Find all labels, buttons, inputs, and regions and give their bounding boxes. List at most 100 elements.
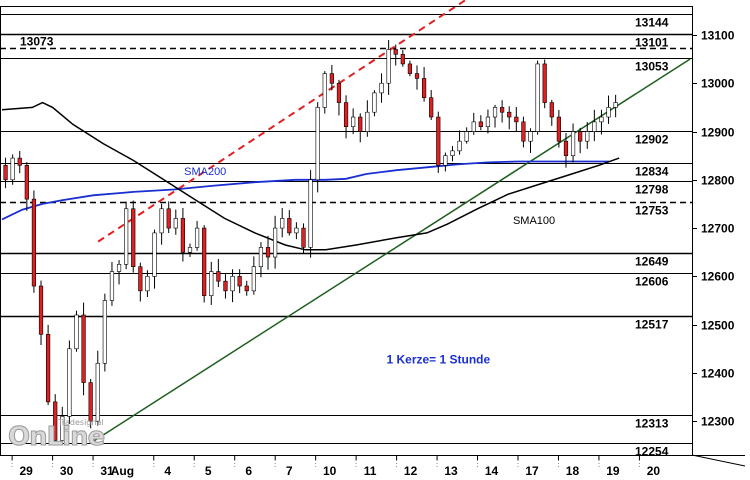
candle xyxy=(88,378,93,429)
y-tick-label: 13000 xyxy=(701,77,735,91)
candle xyxy=(343,95,349,139)
candle-body xyxy=(372,92,377,113)
candle xyxy=(592,109,597,142)
candle-body xyxy=(202,227,207,296)
candle xyxy=(3,157,8,189)
candle xyxy=(294,222,299,240)
candle xyxy=(443,152,448,172)
level-label: 12902 xyxy=(635,133,669,147)
candle-body xyxy=(613,102,618,108)
candle xyxy=(329,64,334,91)
candle xyxy=(542,59,547,109)
candle xyxy=(372,90,377,117)
candle-body xyxy=(145,276,150,292)
candle xyxy=(407,60,413,77)
candle xyxy=(109,261,115,306)
candle-body xyxy=(322,73,327,108)
candle xyxy=(528,128,533,153)
candle-body xyxy=(88,382,93,422)
sma200-line xyxy=(1,160,610,221)
candle-body xyxy=(46,334,51,403)
level-label: 12517 xyxy=(635,318,669,332)
candle-body xyxy=(209,271,214,296)
candle xyxy=(556,109,561,148)
candle-body xyxy=(244,285,249,292)
candle-body xyxy=(223,280,228,292)
candle-body xyxy=(521,121,526,142)
candle-body xyxy=(273,227,278,258)
candle-body xyxy=(585,131,590,142)
x-tick-label: 13 xyxy=(444,464,458,478)
candle xyxy=(599,109,604,135)
candle-body xyxy=(528,131,533,142)
candle xyxy=(131,200,136,273)
candle-body xyxy=(365,111,370,132)
candle xyxy=(67,340,72,424)
candle-body xyxy=(379,82,384,94)
candle-body xyxy=(294,227,299,234)
x-tick-label: 6 xyxy=(245,464,252,478)
candle-body xyxy=(24,165,29,200)
y-tick-label: 12600 xyxy=(701,270,735,284)
candle-body xyxy=(336,82,342,103)
candle-body xyxy=(542,63,547,103)
candle-body xyxy=(485,116,491,127)
candle xyxy=(24,162,29,211)
sma100-line xyxy=(1,101,620,251)
candle-body xyxy=(492,107,498,118)
chart-frame xyxy=(0,6,746,467)
tradesignal-logo: Tradesignal OnLine xyxy=(7,418,105,453)
candle-body xyxy=(131,208,136,268)
candle-body xyxy=(287,218,292,234)
candle xyxy=(549,99,554,126)
candle-body xyxy=(315,107,320,181)
candle xyxy=(237,269,242,294)
candle xyxy=(173,209,178,235)
candle-body xyxy=(563,140,569,156)
indicator-lines xyxy=(1,0,691,443)
level-label: 12753 xyxy=(635,204,669,218)
candle xyxy=(152,229,157,289)
candle xyxy=(273,215,278,269)
candle xyxy=(95,350,100,426)
candle-body xyxy=(17,157,22,166)
x-tick-label: 31 xyxy=(100,464,114,478)
candle xyxy=(478,115,483,131)
candle xyxy=(46,324,51,406)
x-tick-label: 17 xyxy=(525,464,539,478)
candle xyxy=(287,210,292,236)
candle-body xyxy=(31,198,37,287)
green-trendline xyxy=(92,58,691,443)
candle xyxy=(308,170,313,258)
candles xyxy=(3,40,618,446)
level-label: 13144 xyxy=(635,16,669,30)
candle-body xyxy=(81,314,86,383)
corner-diagonal xyxy=(691,454,746,467)
candle xyxy=(116,260,122,285)
x-tick-label: 14 xyxy=(485,464,499,478)
candle xyxy=(74,310,79,352)
y-tick-label: 12400 xyxy=(701,367,735,381)
x-tick-label: 5 xyxy=(205,464,212,478)
candle-body xyxy=(599,116,604,123)
candle-body xyxy=(535,63,540,132)
sma100-label: SMA100 xyxy=(513,215,555,227)
x-tick-label: 11 xyxy=(364,464,377,478)
candle-body xyxy=(159,208,164,234)
x-tick-label: 19 xyxy=(606,464,620,478)
candle xyxy=(464,127,469,144)
candle-body xyxy=(478,121,483,127)
y-tick-label: 12700 xyxy=(701,222,735,236)
candle xyxy=(535,60,540,135)
candle xyxy=(166,201,171,234)
candle xyxy=(500,100,505,123)
candle xyxy=(585,122,590,149)
level-label: 12313 xyxy=(635,417,669,431)
candle xyxy=(450,145,455,162)
candle xyxy=(202,225,207,303)
candle-body xyxy=(102,300,107,364)
candle xyxy=(393,44,398,66)
candle-body xyxy=(578,131,583,142)
candle-body xyxy=(237,276,242,287)
